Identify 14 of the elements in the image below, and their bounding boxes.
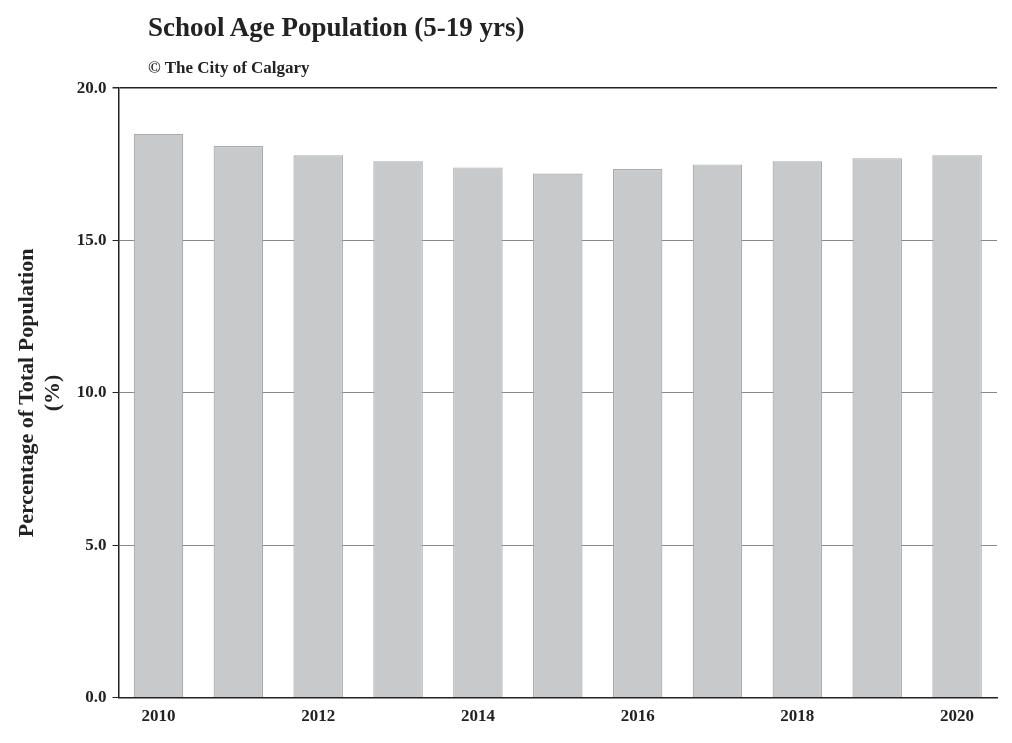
y-axis-title: Percentage of Total Population (%): [12, 248, 65, 538]
x-tick-label: 2014: [460, 706, 496, 726]
y-tick-label: 15.0: [76, 229, 107, 249]
chart-title: School Age Population (5-19 yrs): [148, 12, 525, 43]
x-tick-label: 2018: [780, 706, 815, 726]
x-tick-label: 2020: [940, 706, 975, 726]
x-tick-label: 2010: [141, 706, 176, 726]
chart-subtitle: © The City of Calgary: [148, 58, 310, 78]
x-tick-label: 2012: [301, 706, 336, 726]
x-tick-label: 2016: [620, 706, 655, 726]
y-tick-label: 10.0: [76, 382, 107, 402]
y-tick-label: 20.0: [76, 77, 107, 97]
y-tick-label: 5.0: [85, 534, 107, 554]
y-tick-label: 0.0: [85, 686, 107, 706]
